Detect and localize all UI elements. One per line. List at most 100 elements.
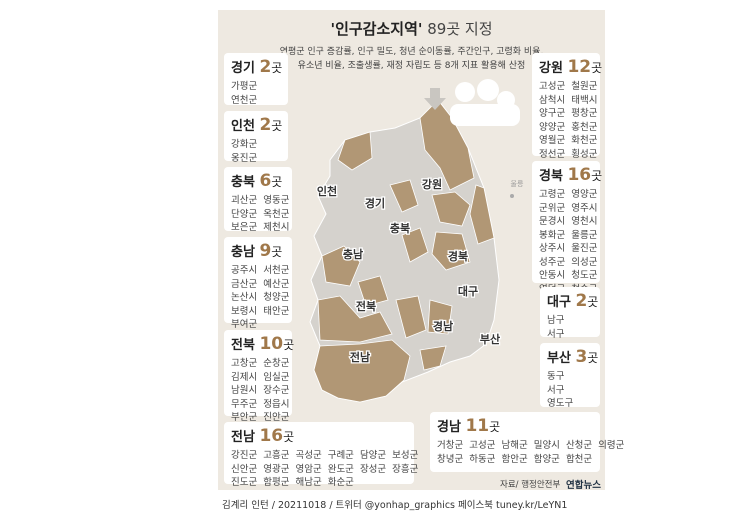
region-unit: 곳	[271, 245, 283, 259]
region-name: 강원	[539, 61, 563, 76]
title-quoted: '인구감소지역'	[330, 20, 423, 38]
region-header: 전남 16곳	[231, 426, 407, 446]
region-box: 충남 9곳 공주시 서천군 금산군 예산군 논산시 청양군 보령시 태안군 부여군	[224, 237, 292, 330]
title-rest: 89곳 지정	[422, 20, 493, 38]
area-name: 서천군	[263, 265, 290, 276]
area-name: 하동군	[469, 453, 496, 465]
area-name: 태백시	[571, 94, 598, 106]
map-label: 대구	[458, 284, 478, 298]
area-name: 담양군	[359, 450, 387, 461]
region-header: 강원 12곳	[539, 57, 602, 77]
area-name: 군위군	[539, 202, 566, 214]
decline-areas	[313, 99, 495, 403]
map-label: 충남	[343, 247, 363, 261]
map-label: 부산	[480, 332, 500, 346]
region-header: 인천 2곳	[231, 115, 282, 135]
region-box: 전남 16곳 강진군 고흥군 곡성군 구례군 담양군 보성군 신안군 영광군 영암군 완도군 장성군 장…	[224, 422, 418, 488]
region-name: 전남	[231, 430, 255, 445]
subtitle: 연평군 인구 증감률, 인구 밀도, 청년 순이동률, 주간인구, 고령화 비율…	[279, 47, 544, 57]
map-label: 인천	[317, 184, 337, 198]
area-name: 상주시	[539, 243, 566, 254]
ulleung-island	[510, 194, 514, 198]
region-count: 2	[259, 115, 272, 135]
area-name: 영천시	[571, 216, 598, 227]
area-name: 의성군	[571, 256, 598, 268]
area-name: 무주군	[231, 398, 258, 410]
area-list: 동구 서구 영도구	[547, 370, 593, 411]
region-count: 3	[575, 347, 588, 367]
region-box: 전북 10곳 고창군 순창군 김제시 임실군 남원시 장수군 무주군 정읍시 부안군 진안군	[224, 330, 294, 423]
region-count: 11	[465, 416, 490, 436]
region-unit: 곳	[271, 61, 283, 75]
region-count: 6	[259, 171, 272, 191]
area-name: 고성군	[469, 440, 496, 451]
area-list: 고성군 철원군 삼척시 태백시 양구군 평창군 양양군 홍천군 영월군 화천군 정선군 횡성군	[539, 80, 597, 161]
region-unit: 곳	[283, 338, 295, 352]
area-name: 가평군	[231, 81, 258, 92]
region-box: 경기 2곳 가평군 연천군	[224, 53, 288, 106]
area-name: 논산시	[231, 292, 258, 303]
region-header: 충남 9곳	[231, 241, 285, 261]
region-name: 충북	[231, 175, 255, 190]
region-name: 인천	[231, 119, 255, 134]
region-header: 전북 10곳	[231, 334, 294, 354]
area-name: 정선군	[539, 148, 566, 160]
area-name: 남원시	[231, 385, 258, 396]
area-name: 서구	[547, 328, 565, 340]
area-name: 공주시	[231, 265, 258, 276]
area-name: 보성군	[392, 450, 419, 461]
area-name: 태안군	[263, 305, 290, 317]
area-name: 영광군	[263, 463, 290, 475]
region-unit: 곳	[283, 430, 295, 444]
region-count: 2	[575, 291, 588, 311]
map-label: 전북	[356, 299, 376, 313]
region-count: 12	[567, 57, 592, 77]
area-name: 양구군	[539, 108, 566, 119]
region-unit: 곳	[271, 175, 283, 189]
area-list: 강진군 고흥군 곡성군 구례군 담양군 보성군 신안군 영광군 영암군 완도군 장성군 장흥군 진도군 함…	[231, 449, 418, 490]
area-name: 금산군	[231, 278, 258, 290]
area-name: 의령군	[598, 440, 625, 451]
area-list: 괴산군 영동군 단양군 옥천군 보은군 제천시	[231, 194, 289, 235]
area-name: 평창군	[571, 108, 598, 119]
area-name: 임실군	[263, 371, 290, 383]
region-box: 경북 16곳 고령군 영양군 군위군 영주시 문경시 영천시 봉화군 울릉군 상주시 울진군 성주군 의…	[532, 161, 602, 295]
map-label: 경기	[365, 196, 385, 210]
area-name: 함안군	[501, 453, 528, 465]
area-list: 남구 서구	[547, 314, 593, 341]
region-count: 16	[259, 426, 284, 446]
area-name: 괴산군	[231, 195, 258, 206]
area-name: 삼척시	[539, 94, 566, 106]
area-name: 강화군	[231, 139, 258, 150]
area-name: 봉화군	[539, 229, 566, 241]
region-box: 대구 2곳 남구 서구	[540, 287, 600, 340]
region-header: 충북 6곳	[231, 171, 285, 191]
logo: 연합뉴스	[566, 480, 601, 491]
area-name: 청도군	[571, 270, 598, 281]
area-name: 거창군	[437, 440, 464, 451]
area-name: 장수군	[263, 385, 290, 396]
area-name: 김제시	[231, 371, 258, 383]
area-name: 남해군	[501, 440, 528, 451]
map-label: 강원	[422, 177, 442, 191]
region-count: 9	[259, 241, 272, 261]
region-box: 경남 11곳 거창군 고성군 남해군 밀양시 산청군 의령군 창녕군 하동군 함안군 함양군 합천군	[430, 412, 624, 472]
region-name: 전북	[231, 338, 255, 353]
region-box: 강원 12곳 고성군 철원군 삼척시 태백시 양구군 평창군 양양군 홍천군 영월군 화천군 정선군 횡…	[532, 53, 602, 160]
area-name: 장성군	[359, 463, 387, 475]
icon	[424, 79, 520, 126]
region-count: 2	[259, 57, 272, 77]
area-name: 부여군	[231, 319, 258, 330]
map-label: 충북	[390, 221, 410, 235]
area-name: 고령군	[539, 189, 566, 200]
area-name: 옹진군	[231, 152, 258, 164]
area-list: 고령군 영양군 군위군 영주시 문경시 영천시 봉화군 울릉군 상주시 울진군 성주군 의성군 안동시 청…	[539, 188, 597, 296]
region-unit: 곳	[587, 295, 599, 309]
region-name: 경남	[437, 420, 461, 435]
region-name: 경북	[539, 169, 563, 184]
area-name: 홍천군	[571, 121, 598, 133]
region-unit: 곳	[591, 61, 603, 75]
